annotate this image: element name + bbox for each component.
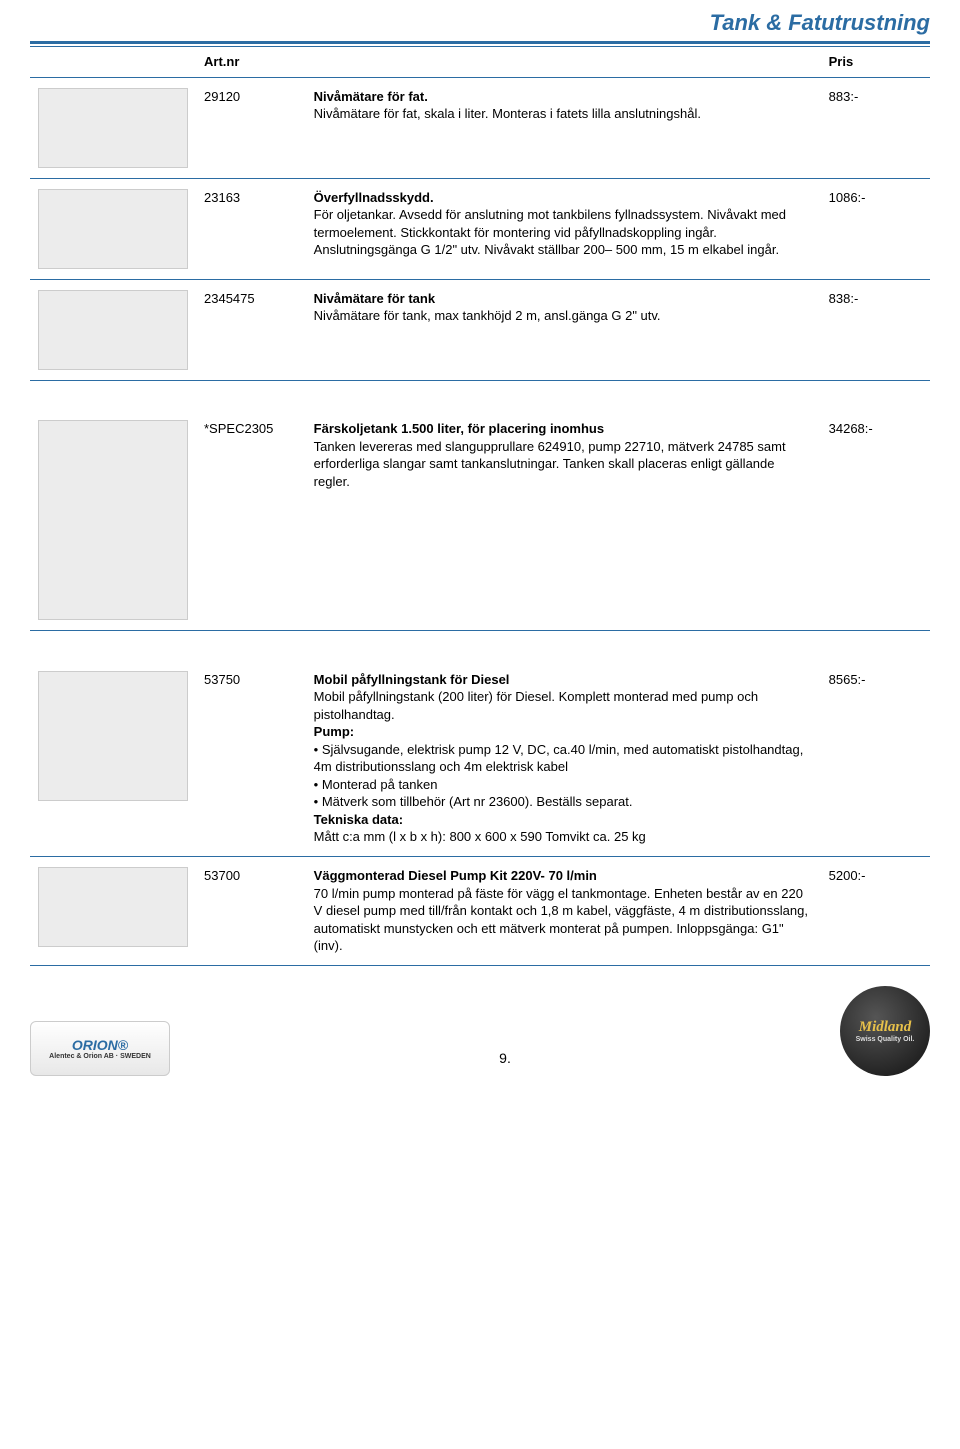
orion-logo-text: ORION®	[49, 1037, 151, 1053]
desc-line: Tekniska data:	[314, 812, 403, 827]
orion-logo-sub: Alentec & Orion AB · SWEDEN	[49, 1053, 151, 1060]
table-row: 2345475Nivåmätare för tankNivåmätare för…	[30, 279, 930, 380]
catalog-table: Art.nr Pris 29120Nivåmätare för fat.Nivå…	[30, 47, 930, 966]
product-body: Tanken levereras med slangupprullare 624…	[314, 439, 786, 489]
desc-line: • Mätverk som tillbehör (Art nr 23600). …	[314, 794, 633, 809]
header-img-col	[30, 47, 196, 77]
product-image	[38, 88, 188, 168]
midland-logo-sub: Swiss Quality Oil.	[856, 1036, 915, 1043]
product-image-cell	[30, 279, 196, 380]
article-number: 23163	[196, 178, 306, 279]
product-title: Nivåmätare för tank	[314, 291, 435, 306]
midland-logo-text: Midland	[859, 1019, 912, 1036]
footer-left: ORION® Alentec & Orion AB · SWEDEN	[30, 1021, 170, 1076]
table-row: 53750Mobil påfyllningstank för DieselMob…	[30, 661, 930, 857]
section-gap	[30, 380, 930, 410]
table-row: 53700 Väggmonterad Diesel Pump Kit 220V- …	[30, 857, 930, 966]
desc-line: • Monterad på tanken	[314, 777, 438, 792]
title-rule	[30, 41, 930, 44]
header-art: Art.nr	[196, 47, 306, 77]
desc-line: Pump:	[314, 724, 354, 739]
product-price: 838:-	[821, 279, 930, 380]
product-image	[38, 420, 188, 620]
product-price: 5200:-	[821, 857, 930, 966]
product-description: Nivåmätare för fat. Nivåmätare för fat, s…	[306, 77, 821, 178]
product-description: Överfyllnadsskydd. För oljetankar. Avsedd…	[306, 178, 821, 279]
product-title: Nivåmätare för fat.	[314, 89, 428, 104]
midland-logo: Midland Swiss Quality Oil.	[840, 986, 930, 1076]
article-number: 2345475	[196, 279, 306, 380]
product-image-cell	[30, 857, 196, 966]
product-image-cell	[30, 410, 196, 631]
table-row: *SPEC2305 Färskoljetank 1.500 liter, för …	[30, 410, 930, 631]
product-title: Färskoljetank 1.500 liter, för placering…	[314, 421, 604, 436]
header-price: Pris	[821, 47, 930, 77]
section-gap	[30, 631, 930, 661]
product-title: Väggmonterad Diesel Pump Kit 220V- 70 l/…	[314, 868, 597, 883]
product-body: Nivåmätare för tank, max tankhöjd 2 m, a…	[314, 308, 661, 323]
product-image	[38, 671, 188, 801]
product-price: 883:-	[821, 77, 930, 178]
product-price: 34268:-	[821, 410, 930, 631]
orion-logo: ORION® Alentec & Orion AB · SWEDEN	[30, 1021, 170, 1076]
desc-line: • Självsugande, elektrisk pump 12 V, DC,…	[314, 742, 804, 775]
desc-line: Mått c:a mm (l x b x h): 800 x 600 x 590…	[314, 829, 646, 844]
product-image-cell	[30, 661, 196, 857]
product-image-cell	[30, 178, 196, 279]
page-number: 9.	[499, 1050, 511, 1076]
table-row: 23163 Överfyllnadsskydd. För oljetankar. A…	[30, 178, 930, 279]
product-image-cell	[30, 77, 196, 178]
product-body: Nivåmätare för fat, skala i liter. Monte…	[314, 106, 701, 121]
product-body: För oljetankar. Avsedd för anslutning mo…	[314, 207, 786, 257]
product-body: 70 l/min pump monterad på fäste för vägg…	[314, 886, 808, 954]
header-desc	[306, 47, 821, 77]
product-title: Överfyllnadsskydd.	[314, 190, 434, 205]
product-title: Mobil påfyllningstank för Diesel	[314, 672, 510, 687]
desc-line: Mobil påfyllningstank (200 liter) för Di…	[314, 689, 758, 722]
article-number: 53750	[196, 661, 306, 857]
product-image	[38, 189, 188, 269]
product-price: 8565:-	[821, 661, 930, 857]
product-description: Mobil påfyllningstank för Diesel Mobil på…	[306, 661, 821, 857]
article-number: 53700	[196, 857, 306, 966]
product-description: Väggmonterad Diesel Pump Kit 220V- 70 l/…	[306, 857, 821, 966]
page-footer: ORION® Alentec & Orion AB · SWEDEN 9. Mi…	[0, 966, 960, 1091]
table-row: 29120Nivåmätare för fat.Nivåmätare för f…	[30, 77, 930, 178]
article-number: *SPEC2305	[196, 410, 306, 631]
page-title: Tank & Fatutrustning	[0, 0, 960, 41]
table-header-row: Art.nr Pris	[30, 47, 930, 77]
product-price: 1086:-	[821, 178, 930, 279]
product-image	[38, 867, 188, 947]
product-description: Nivåmätare för tank Nivåmätare för tank, …	[306, 279, 821, 380]
product-image	[38, 290, 188, 370]
product-description: Färskoljetank 1.500 liter, för placering…	[306, 410, 821, 631]
article-number: 29120	[196, 77, 306, 178]
